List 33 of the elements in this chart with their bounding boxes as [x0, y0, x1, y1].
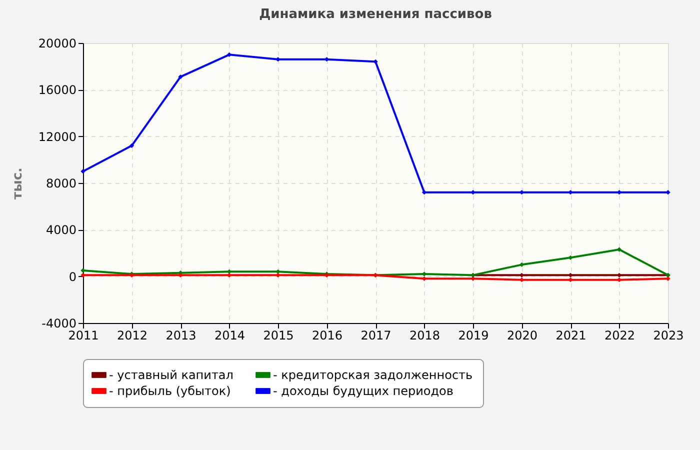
- x-tick-label: 2012: [116, 328, 148, 342]
- point: [178, 74, 183, 80]
- y-tick-label: 16000: [38, 83, 76, 98]
- x-tick-label: 2016: [312, 328, 343, 342]
- y-tick-label: 12000: [38, 130, 76, 144]
- point: [568, 255, 573, 260]
- point: [80, 268, 86, 273]
- x-tick-label: 2019: [458, 328, 489, 342]
- x-tick-label: 2021: [556, 328, 586, 342]
- x-tick-label: 2022: [604, 328, 636, 342]
- legend-label: - кредиторская задолженность: [273, 368, 473, 382]
- chart-title: Динамика изменения пассивов: [259, 7, 492, 22]
- x-tick-label: 2013: [166, 328, 196, 342]
- legend-label: - уставный капитал: [109, 368, 234, 382]
- point: [519, 262, 524, 268]
- y-tick-label: 20000: [38, 36, 76, 50]
- x-tick-label: 2017: [360, 328, 392, 342]
- y-tick-label: 0: [68, 270, 76, 284]
- point: [129, 143, 134, 148]
- x-tick-label: 2015: [263, 328, 294, 342]
- x-tick-label: 2020: [506, 328, 538, 342]
- y-tick-label: -4000: [42, 316, 76, 330]
- x-tick-label: 2011: [68, 328, 99, 342]
- y-tick-label: 4000: [46, 223, 76, 238]
- x-tick-label: 2014: [214, 328, 246, 342]
- y-tick-label: 8000: [46, 176, 76, 190]
- point: [666, 276, 670, 282]
- point: [80, 168, 86, 174]
- x-tick-label: 2023: [653, 328, 684, 342]
- legend-label: - прибыль (убыток): [109, 384, 231, 398]
- y-axis-title: тыс.: [10, 168, 26, 200]
- x-tick-label: 2018: [409, 328, 440, 342]
- legend-label: - доходы будущих периодов: [273, 384, 454, 398]
